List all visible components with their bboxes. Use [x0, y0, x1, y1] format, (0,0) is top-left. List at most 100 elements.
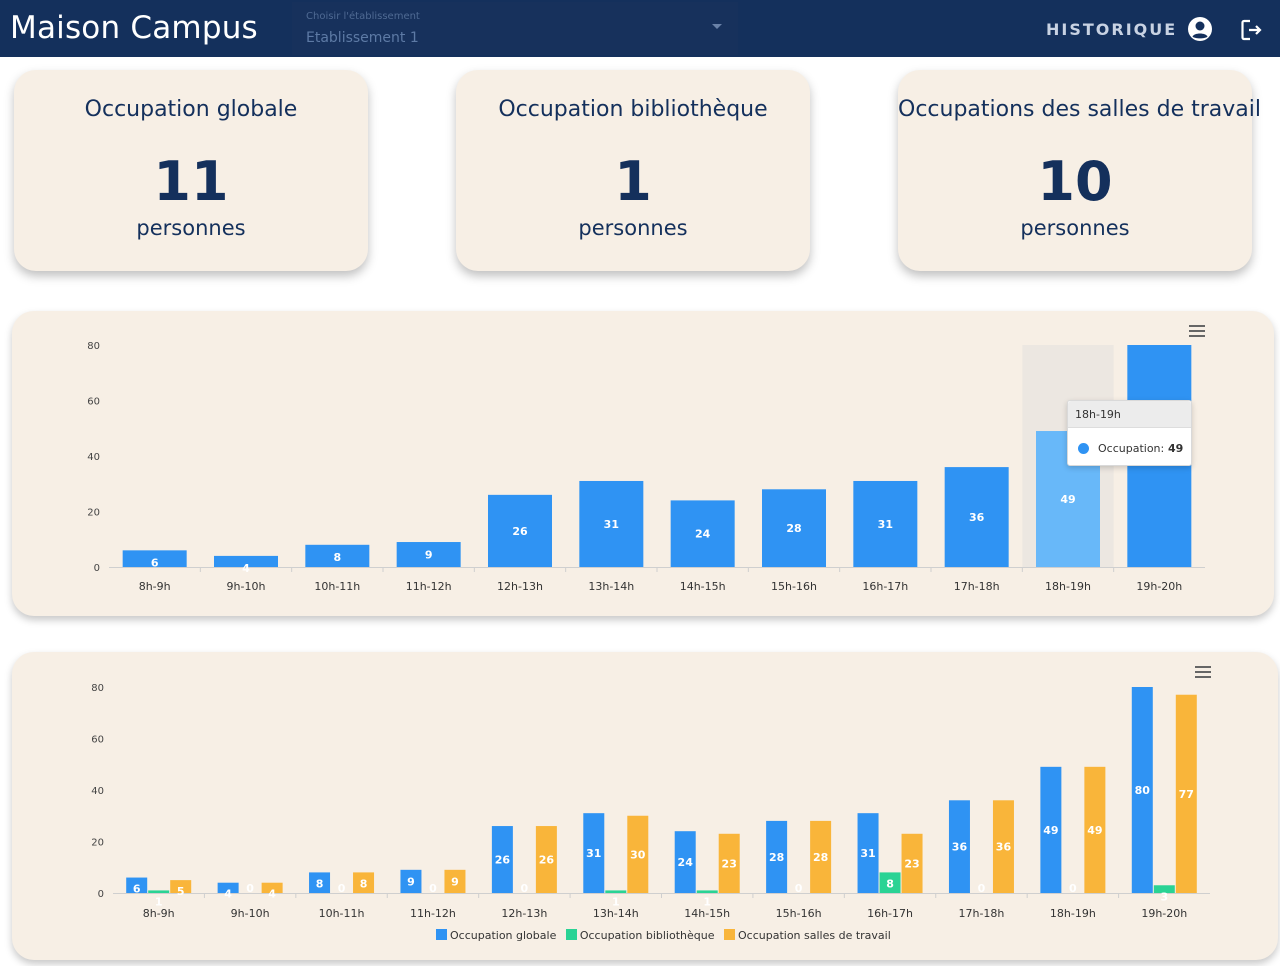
data-label: 4	[268, 888, 276, 901]
data-label: 36	[996, 841, 1012, 854]
chart-tooltip: 18h-19h Occupation: 49	[1067, 400, 1192, 466]
caret-down-icon	[712, 24, 722, 29]
bar	[444, 869, 466, 893]
stat-unit: personnes	[136, 216, 246, 240]
y-tick-label: 0	[94, 563, 100, 574]
bar	[696, 890, 718, 893]
data-label: 9	[407, 875, 415, 888]
legend-item-workrooms[interactable]: Occupation salles de travail	[724, 929, 891, 942]
legend-label: Occupation globale	[450, 929, 557, 942]
y-tick-label: 40	[87, 452, 100, 463]
bar	[488, 494, 552, 567]
data-label: 23	[904, 857, 919, 870]
data-label: 31	[878, 518, 893, 531]
bar	[126, 877, 148, 893]
y-tick-label: 0	[98, 889, 104, 900]
logout-icon[interactable]	[1240, 18, 1264, 42]
data-label: 4	[242, 562, 250, 575]
bar	[396, 542, 461, 567]
data-label: 31	[860, 847, 875, 860]
y-tick-label: 80	[87, 341, 100, 352]
bar	[400, 869, 422, 893]
bar	[1084, 766, 1106, 893]
x-tick-label: 12h-13h	[501, 907, 547, 920]
bar	[810, 820, 832, 893]
x-tick-label: 10h-11h	[314, 580, 360, 593]
bar	[1153, 885, 1175, 893]
top-app-bar: Maison Campus Choisir l'établissement Et…	[0, 0, 1280, 57]
chart-legend: Occupation globale Occupation bibliothèq…	[436, 929, 897, 942]
data-label: 5	[177, 885, 185, 898]
data-label: 23	[722, 857, 737, 870]
x-tick-label: 13h-14h	[593, 907, 639, 920]
x-tick-label: 17h-18h	[958, 907, 1004, 920]
x-tick-label: 8h-9h	[139, 580, 171, 593]
data-label: 1	[155, 895, 163, 908]
account-circle-icon[interactable]	[1187, 16, 1213, 42]
data-label: 49	[1060, 493, 1075, 506]
legend-swatch	[724, 929, 735, 940]
data-label: 36	[969, 511, 985, 524]
x-tick-label: 8h-9h	[143, 907, 175, 920]
app-title: Maison Campus	[10, 10, 258, 46]
bar	[1175, 694, 1197, 893]
bar	[674, 831, 696, 893]
x-tick-label: 19h-20h	[1136, 580, 1182, 593]
data-label: 1	[612, 895, 620, 908]
data-label: 9	[451, 875, 459, 888]
establishment-select-value: Etablissement 1	[306, 30, 419, 46]
data-label: 8	[360, 877, 368, 890]
data-label: 0	[246, 882, 254, 895]
x-tick-label: 16h-17h	[862, 580, 908, 593]
bar	[491, 826, 513, 893]
data-label: 0	[429, 882, 437, 895]
stat-value: 1	[614, 150, 652, 213]
data-label: 6	[133, 883, 141, 896]
x-tick-label: 12h-13h	[497, 580, 543, 593]
legend-label: Occupation bibliothèque	[579, 929, 715, 942]
x-tick-label: 13h-14h	[588, 580, 634, 593]
grouped-occupation-chart-card	[12, 652, 1278, 960]
y-tick-label: 20	[87, 508, 100, 519]
bar	[170, 880, 192, 893]
stat-title: Occupation bibliothèque	[498, 97, 768, 122]
data-label: 0	[795, 882, 803, 895]
history-nav-button[interactable]: HISTORIQUE	[1046, 20, 1178, 39]
bar	[214, 555, 278, 567]
bar	[766, 820, 788, 893]
data-label: 31	[586, 847, 601, 860]
data-label: 24	[695, 528, 711, 541]
data-label: 26	[539, 854, 555, 867]
bar	[718, 833, 740, 893]
bar	[944, 467, 1009, 567]
bar	[353, 872, 375, 893]
stat-unit: personnes	[1020, 216, 1130, 240]
bar	[762, 489, 826, 567]
x-tick-label: 16h-17h	[867, 907, 913, 920]
bar	[217, 882, 239, 893]
chart-menu-icon[interactable]	[1195, 666, 1211, 678]
data-label: 0	[1069, 882, 1077, 895]
data-label: 28	[786, 522, 801, 535]
x-tick-label: 19h-20h	[1141, 907, 1187, 920]
data-label: 31	[604, 518, 619, 531]
x-tick-label: 18h-19h	[1050, 907, 1096, 920]
tooltip-header: 18h-19h	[1068, 401, 1191, 428]
bar	[305, 544, 370, 567]
data-label: 26	[512, 525, 528, 538]
legend-item-global[interactable]: Occupation globale	[436, 929, 556, 942]
data-label: 30	[630, 848, 646, 861]
tooltip-label: Occupation:	[1098, 442, 1165, 455]
establishment-select[interactable]: Choisir l'établissement Etablissement 1	[292, 2, 738, 55]
bar	[857, 813, 879, 893]
tooltip-value: 49	[1168, 442, 1184, 455]
bar	[535, 826, 557, 893]
data-label: 26	[495, 854, 511, 867]
bar	[992, 800, 1014, 893]
bar	[605, 890, 627, 893]
establishment-select-label: Choisir l'établissement	[306, 11, 420, 22]
legend-item-library[interactable]: Occupation bibliothèque	[565, 929, 715, 942]
bar	[579, 480, 644, 567]
data-label: 28	[769, 851, 784, 864]
chart-menu-icon[interactable]	[1189, 325, 1205, 337]
